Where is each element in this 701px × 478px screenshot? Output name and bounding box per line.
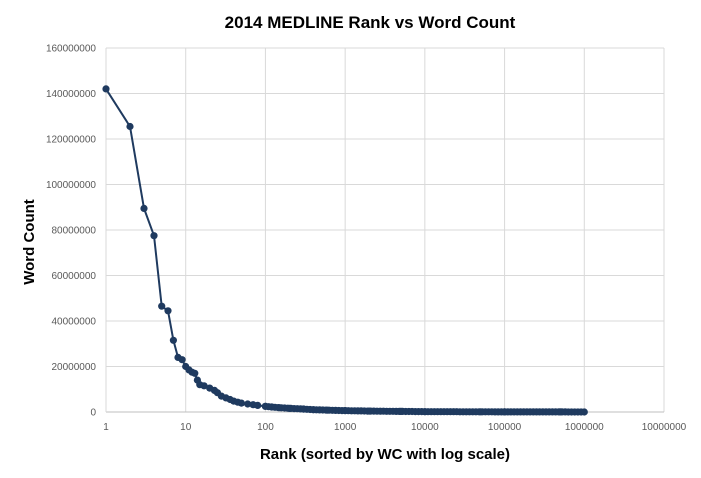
x-tick-label: 10000000 <box>642 422 687 433</box>
data-series <box>102 85 588 416</box>
x-tick-label: 10000 <box>411 422 439 433</box>
data-point <box>169 336 177 344</box>
y-tick-label: 120000000 <box>46 135 96 146</box>
x-tick-label: 100000 <box>488 422 522 433</box>
x-axis-title: Rank (sorted by WC with log scale) <box>260 446 510 463</box>
chart-title: 2014 MEDLINE Rank vs Word Count <box>225 13 516 32</box>
data-point <box>102 85 110 93</box>
grid <box>106 47 665 412</box>
y-tick-label: 0 <box>90 408 96 419</box>
data-point <box>577 408 585 416</box>
x-tick-label: 1000 <box>334 422 357 433</box>
x-tick-label: 1 <box>103 422 109 433</box>
data-point <box>244 400 252 408</box>
y-tick-label: 40000000 <box>52 317 97 328</box>
data-point <box>191 369 199 377</box>
y-tick-label: 60000000 <box>52 271 97 282</box>
data-point <box>158 302 166 310</box>
y-tick-label: 160000000 <box>46 44 96 55</box>
y-tick-label: 20000000 <box>52 362 97 373</box>
y-tick-label: 80000000 <box>52 226 97 237</box>
data-point <box>237 399 245 407</box>
tick-labels: 0 20000000 40000000 60000000 80000000 1000000… <box>46 44 687 434</box>
data-point <box>254 401 262 409</box>
x-tick-label: 1000000 <box>565 422 604 433</box>
y-tick-label: 140000000 <box>46 89 96 100</box>
x-tick-label: 100 <box>257 422 274 433</box>
data-point <box>164 307 172 315</box>
data-point <box>178 356 186 364</box>
y-axis-title: Word Count <box>21 199 38 285</box>
y-tick-label: 100000000 <box>46 180 96 191</box>
data-point <box>140 204 148 212</box>
data-point <box>200 382 208 390</box>
data-point <box>126 122 134 131</box>
data-point <box>150 232 158 240</box>
x-tick-label: 10 <box>180 422 192 433</box>
